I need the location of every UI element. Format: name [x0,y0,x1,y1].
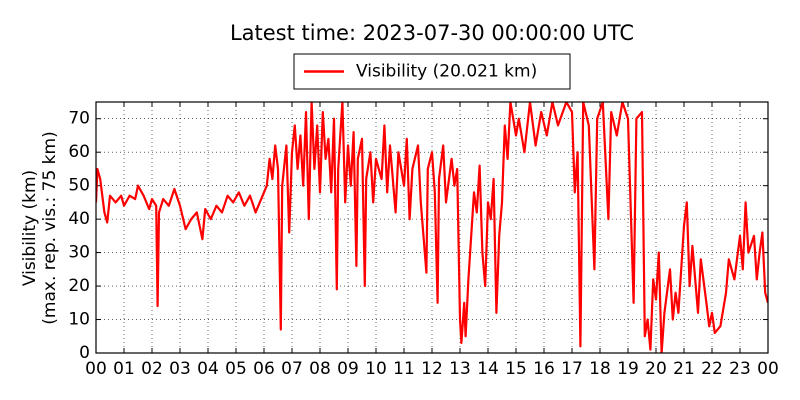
y-axis-label: Visibility (km) [20,170,40,286]
x-tick-label: 20 [645,359,667,379]
x-tick-label: 05 [225,359,247,379]
x-tick-label: 18 [589,359,611,379]
x-tick-label: 17 [561,359,583,379]
x-tick-label: 04 [197,359,219,379]
x-tick-label: 13 [449,359,471,379]
x-tick-label: 21 [673,359,695,379]
x-tick-label: 02 [141,359,163,379]
x-tick-label: 07 [281,359,303,379]
x-tick-label: 09 [337,359,359,379]
x-tick-label: 11 [393,359,415,379]
y-tick-label: 30 [68,243,90,263]
x-tick-label: 16 [533,359,555,379]
y-tick-label: 40 [68,209,90,229]
y-tick-label: 60 [68,142,90,162]
y-tick-label: 0 [79,343,90,363]
y-axis-label: (max. rep. vis.: 75 km) [40,131,60,324]
x-tick-label: 23 [729,359,751,379]
chart-title: Latest time: 2023-07-30 00:00:00 UTC [230,21,634,45]
x-tick-label: 22 [701,359,723,379]
y-tick-label: 10 [68,310,90,330]
x-tick-label: 00 [85,359,107,379]
y-tick-label: 50 [68,176,90,196]
legend-box [293,53,571,90]
legend-label: Visibility (20.021 km) [356,62,537,82]
x-tick-label: 08 [309,359,331,379]
x-tick-label: 10 [365,359,387,379]
x-tick-label: 06 [253,359,275,379]
x-tick-label: 19 [617,359,639,379]
plot-frame [95,101,769,354]
x-tick-label: 12 [421,359,443,379]
x-tick-label: 15 [505,359,527,379]
x-tick-label: 14 [477,359,499,379]
x-tick-label: 01 [113,359,135,379]
y-tick-label: 70 [68,109,90,129]
y-tick-label: 20 [68,276,90,296]
data-line [96,102,768,353]
x-tick-label: 00 [757,359,779,379]
x-tick-label: 03 [169,359,191,379]
